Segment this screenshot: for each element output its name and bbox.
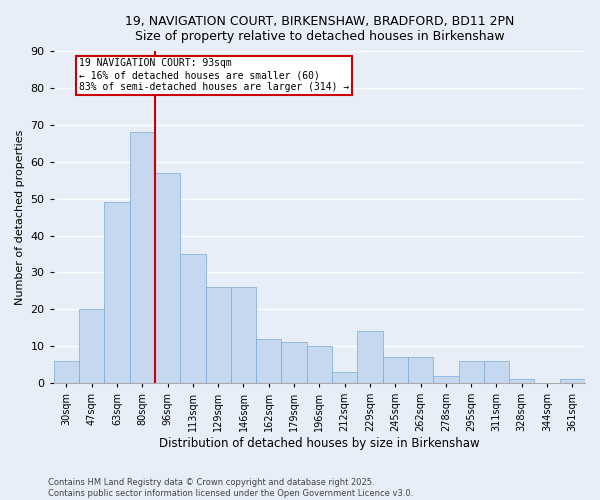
Bar — [180, 254, 206, 383]
Bar — [104, 202, 130, 383]
Bar — [281, 342, 307, 383]
Text: 19 NAVIGATION COURT: 93sqm
← 16% of detached houses are smaller (60)
83% of semi: 19 NAVIGATION COURT: 93sqm ← 16% of deta… — [79, 58, 349, 92]
Bar — [358, 332, 383, 383]
Bar — [458, 361, 484, 383]
Bar — [433, 376, 458, 383]
Bar — [509, 380, 535, 383]
Bar — [231, 287, 256, 383]
Bar — [206, 287, 231, 383]
Bar — [332, 372, 358, 383]
Bar — [155, 173, 180, 383]
Title: 19, NAVIGATION COURT, BIRKENSHAW, BRADFORD, BD11 2PN
Size of property relative t: 19, NAVIGATION COURT, BIRKENSHAW, BRADFO… — [125, 15, 514, 43]
Text: Contains HM Land Registry data © Crown copyright and database right 2025.
Contai: Contains HM Land Registry data © Crown c… — [48, 478, 413, 498]
Bar — [256, 339, 281, 383]
Bar — [560, 380, 585, 383]
Bar — [408, 357, 433, 383]
Bar — [484, 361, 509, 383]
Bar — [54, 361, 79, 383]
Bar — [79, 310, 104, 383]
Bar — [383, 357, 408, 383]
Bar — [307, 346, 332, 383]
Y-axis label: Number of detached properties: Number of detached properties — [15, 130, 25, 305]
Bar — [130, 132, 155, 383]
X-axis label: Distribution of detached houses by size in Birkenshaw: Distribution of detached houses by size … — [159, 437, 479, 450]
